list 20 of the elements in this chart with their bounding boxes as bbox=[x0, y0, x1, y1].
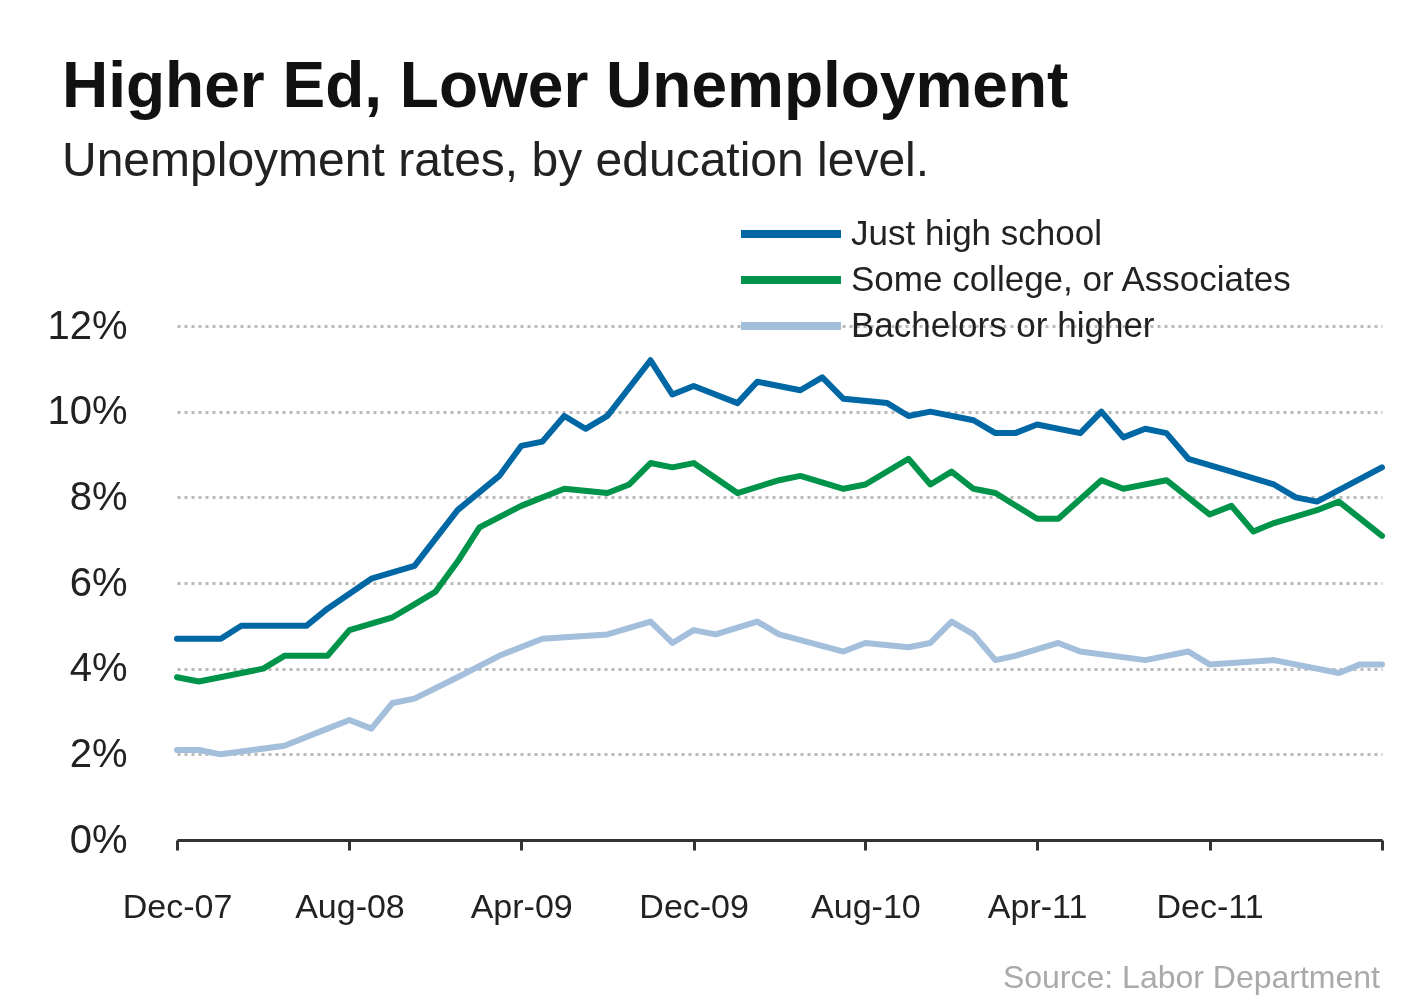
x-tick-label: Dec-07 bbox=[122, 886, 233, 925]
legend-label: Some college, or Associates bbox=[851, 259, 1291, 298]
x-tick-label: Apr-11 bbox=[987, 886, 1088, 925]
y-tick-label: 4% bbox=[69, 645, 128, 690]
legend-label: Just high school bbox=[851, 213, 1102, 252]
y-tick-label: 2% bbox=[69, 730, 128, 775]
x-tick-label: Aug-10 bbox=[811, 886, 921, 925]
y-tick-label: 12% bbox=[47, 302, 128, 347]
source-note: Source: Labor Department bbox=[1001, 959, 1380, 996]
chart-subtitle: Unemployment rates, by education level. bbox=[62, 133, 930, 186]
y-tick-label: 6% bbox=[69, 559, 128, 604]
legend-label: Bachelors or higher bbox=[851, 305, 1155, 344]
y-tick-label: 0% bbox=[69, 816, 128, 861]
y-tick-label: 8% bbox=[69, 473, 128, 518]
x-tick-label: Apr-09 bbox=[470, 886, 573, 925]
x-tick-label: Aug-08 bbox=[295, 886, 405, 925]
y-tick-label: 10% bbox=[47, 388, 128, 433]
x-tick-label: Dec-09 bbox=[639, 886, 749, 925]
x-tick-label: Dec-11 bbox=[1156, 886, 1264, 925]
chart-title: Higher Ed, Lower Unemployment bbox=[62, 49, 1069, 121]
